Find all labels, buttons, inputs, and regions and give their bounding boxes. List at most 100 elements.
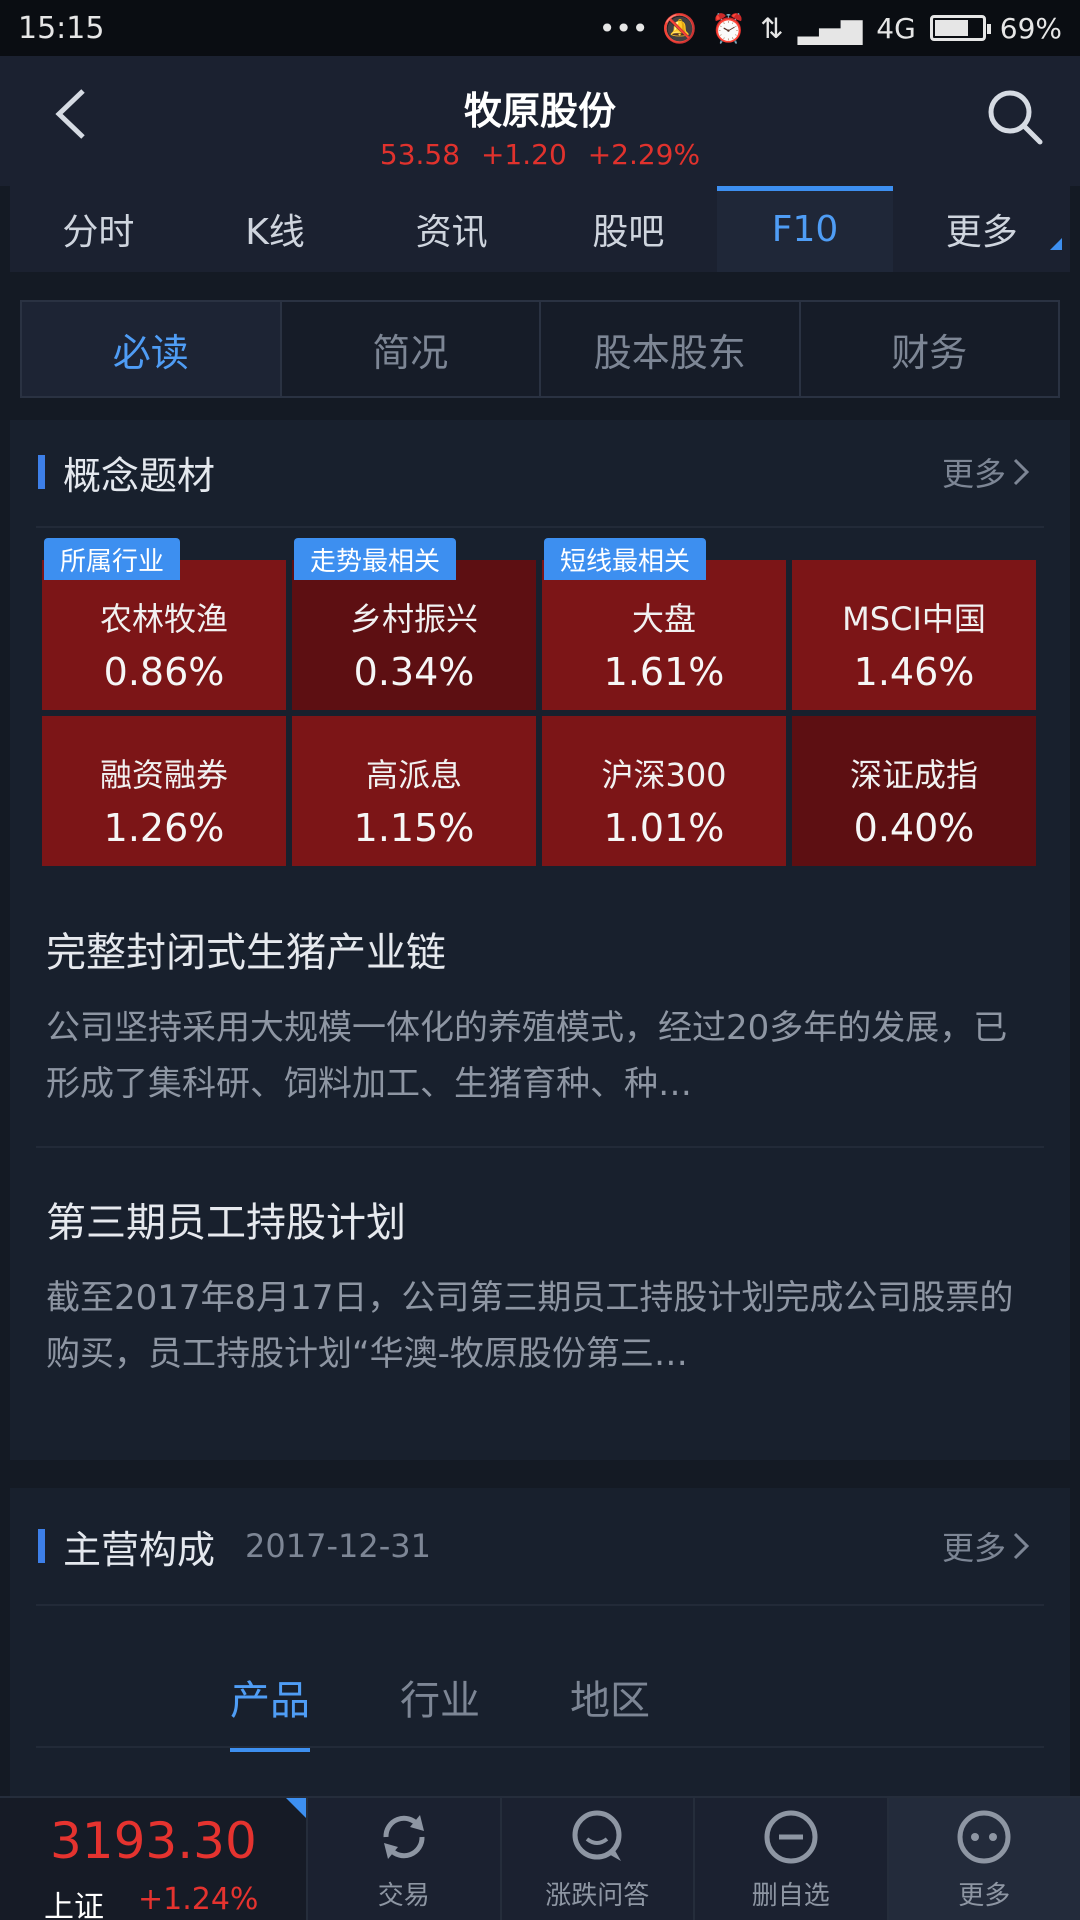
concept-pct: 1.46% [853, 650, 975, 694]
concept-cell[interactable]: 短线最相关 大盘 1.61% [542, 538, 786, 710]
nav-remove-watchlist[interactable]: 删自选 [693, 1798, 887, 1920]
tab-more[interactable]: 更多 [893, 186, 1070, 272]
divider [36, 1146, 1044, 1148]
concept-more-link[interactable]: 更多 [942, 449, 1030, 495]
concept-name: 沪深300 [601, 756, 727, 794]
nav-qa[interactable]: 涨跌问答 [499, 1798, 694, 1920]
chevron-left-icon [55, 89, 85, 139]
signal-icon: ▂▄▆ [797, 11, 863, 45]
battery-icon [929, 15, 991, 41]
search-icon [988, 90, 1043, 145]
divider [36, 526, 1044, 528]
tab-product[interactable]: 产品 [230, 1668, 310, 1752]
article-title: 第三期员工持股计划 [46, 1200, 406, 1246]
concept-name: 乡村振兴 [349, 600, 478, 638]
more-label: 更多 [941, 1529, 1006, 1567]
article-item[interactable]: 完整封闭式生猪产业链 公司坚持采用大规模一体化的养殖模式，经过20多年的发展，已… [46, 920, 1034, 1112]
concept-pct: 1.26% [103, 806, 225, 850]
tab-forum[interactable]: 股吧 [592, 212, 665, 253]
article-item[interactable]: 第三期员工持股计划 截至2017年8月17日，公司第三期员工持股计划完成公司股票… [46, 1190, 1034, 1382]
more-circle-icon [957, 1810, 1011, 1863]
subtab-must-read[interactable]: 必读 [22, 302, 282, 396]
concept-tag: 所属行业 [44, 538, 181, 580]
chevron-right-icon [1013, 458, 1030, 486]
corner-triangle-icon [1050, 238, 1063, 250]
sub-tabs: 必读 简况 股本股东 财务 [20, 300, 1060, 398]
chat-bubble-icon [572, 1810, 622, 1861]
concept-pct: 0.34% [353, 650, 475, 694]
subtab-shareholders[interactable]: 股本股东 [541, 302, 801, 396]
refresh-icon [383, 1814, 425, 1859]
status-bar: 15:15 ••• 🔕 ⏰ ⇅ ▂▄▆ 4G 69% [0, 0, 1080, 56]
concept-name: 融资融券 [99, 756, 228, 794]
section-marker [38, 1529, 45, 1563]
divider [36, 1604, 1044, 1606]
tab-f10[interactable]: F10 [716, 186, 894, 272]
stock-header: 牧原股份 53.58 +1.20 +2.29% [0, 56, 1080, 186]
concept-cell[interactable]: 走势最相关 乡村振兴 0.34% [292, 538, 536, 710]
concept-name: 农林牧渔 [99, 600, 228, 638]
more-dots-icon: ••• [598, 11, 649, 45]
concept-pct: 0.40% [853, 806, 975, 850]
battery-level: 69% [999, 11, 1062, 45]
divider [36, 1746, 1044, 1748]
concept-pct: 1.01% [603, 806, 725, 850]
concept-header: 概念题材 更多 [38, 442, 1050, 502]
stock-price: 53.58 [379, 138, 461, 171]
concept-pct: 1.61% [603, 650, 725, 694]
nav-trade[interactable]: 交易 [306, 1798, 500, 1920]
stock-name: 牧原股份 [463, 89, 616, 133]
nav-label: 更多 [958, 1880, 1011, 1911]
concept-name: MSCI中国 [842, 600, 986, 638]
tab-industry[interactable]: 行业 [400, 1678, 480, 1724]
composition-card: 主营构成 2017-12-31 更多 产品 行业 地区 [10, 1488, 1070, 1798]
composition-header: 主营构成 2017-12-31 更多 [38, 1516, 1050, 1576]
search-button[interactable] [980, 82, 1050, 152]
concept-name: 大盘 [631, 600, 696, 638]
status-icons: ••• 🔕 ⏰ ⇅ ▂▄▆ 4G 69% [599, 12, 1062, 45]
concept-cell[interactable]: 沪深300 1.01% [542, 716, 786, 866]
concept-cell[interactable]: MSCI中国 1.46% [792, 560, 1036, 710]
concept-title: 概念题材 [63, 453, 216, 498]
index-ticker[interactable]: 3193.30 上证 +1.24% [0, 1798, 306, 1920]
composition-more-link[interactable]: 更多 [942, 1523, 1030, 1569]
network-type: 4G [876, 11, 916, 45]
nav-label: 删自选 [751, 1880, 830, 1911]
concept-cell[interactable]: 融资融券 1.26% [42, 716, 286, 866]
concept-pct: 1.15% [353, 806, 475, 850]
concept-cell[interactable]: 所属行业 农林牧渔 0.86% [42, 538, 286, 710]
article-title: 完整封闭式生猪产业链 [46, 930, 446, 976]
tab-kline[interactable]: K线 [245, 212, 305, 253]
article-summary: 公司坚持采用大规模一体化的养殖模式，经过20多年的发展，已形成了集科研、饲料加工… [46, 1008, 1008, 1104]
main-tabs: 分时 K线 资讯 股吧 F10 更多 [10, 186, 1070, 272]
composition-title: 主营构成 [63, 1527, 216, 1572]
tab-news[interactable]: 资讯 [415, 212, 488, 253]
chevron-right-icon [1013, 1532, 1030, 1560]
concept-cell[interactable]: 高派息 1.15% [292, 716, 536, 866]
index-value: 3193.30 [50, 1812, 257, 1870]
bottom-bar: 3193.30 上证 +1.24% 交易 涨跌问答 删自选 [0, 1796, 1080, 1920]
concept-tag: 短线最相关 [544, 538, 707, 580]
composition-tabs: 产品 行业 地区 [230, 1668, 650, 1752]
tab-region[interactable]: 地区 [570, 1678, 650, 1724]
more-label: 更多 [941, 455, 1006, 493]
stock-change: +1.20 [480, 138, 567, 171]
section-marker [38, 455, 45, 489]
nav-more[interactable]: 更多 [886, 1798, 1080, 1920]
concept-name: 高派息 [365, 756, 462, 794]
concept-grid: 所属行业 农林牧渔 0.86% 走势最相关 乡村振兴 0.34% 短线最相关 大… [42, 538, 1036, 866]
article-summary: 截至2017年8月17日，公司第三期员工持股计划完成公司股票的购买，员工持股计划… [46, 1278, 1014, 1374]
data-arrows-icon: ⇅ [760, 11, 784, 45]
tab-intraday[interactable]: 分时 [62, 212, 135, 253]
index-change: +1.24% [138, 1882, 259, 1917]
concept-card: 概念题材 更多 所属行业 农林牧渔 0.86% 走势最相关 乡村振兴 0.34%… [10, 420, 1070, 1460]
corner-triangle-icon [286, 1798, 306, 1818]
nav-label: 交易 [377, 1880, 430, 1911]
alarm-icon: ⏰ [711, 11, 747, 45]
concept-cell[interactable]: 深证成指 0.40% [792, 716, 1036, 866]
stock-quote: 53.58 +1.20 +2.29% [0, 138, 1080, 171]
back-button[interactable] [40, 84, 100, 144]
subtab-overview[interactable]: 简况 [282, 302, 541, 396]
subtab-finance[interactable]: 财务 [891, 330, 968, 375]
nav-label: 涨跌问答 [545, 1880, 650, 1911]
